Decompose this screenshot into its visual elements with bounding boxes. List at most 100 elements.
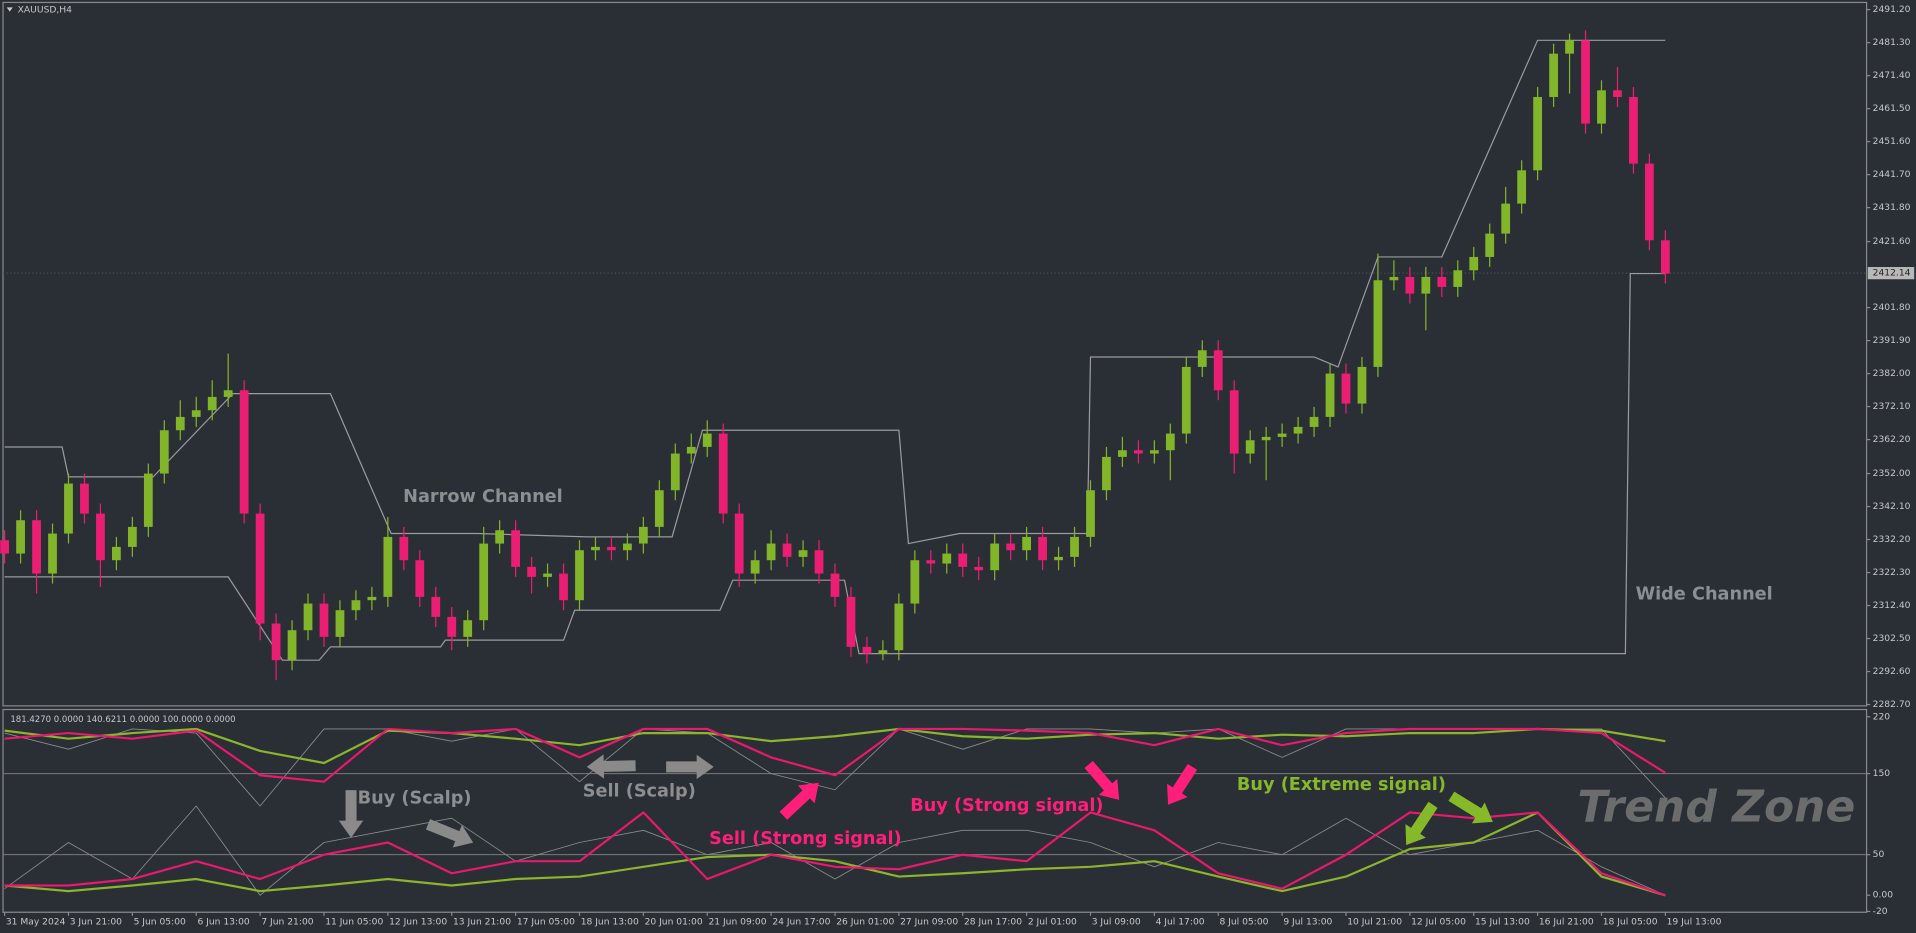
candle-body	[878, 650, 888, 654]
candle-body	[1277, 433, 1287, 437]
y-tick-label: 2441.70	[1873, 170, 1911, 180]
candle-body	[1165, 433, 1175, 451]
y-tick-label: -20	[1873, 907, 1888, 917]
candle-body	[718, 433, 728, 514]
y-tick-label: 2451.60	[1873, 137, 1911, 147]
y-tick-label: 50	[1873, 850, 1885, 860]
y-tick-label: 2312.40	[1873, 601, 1911, 611]
candle-body	[415, 560, 425, 597]
candle-body	[958, 553, 968, 567]
candle-body	[1453, 270, 1463, 287]
candle-body	[734, 513, 744, 574]
y-tick-label: 2481.30	[1873, 38, 1911, 48]
candle-body	[1405, 276, 1415, 294]
candle-body	[926, 560, 936, 564]
candle-body	[383, 536, 393, 597]
candle-body	[1070, 536, 1079, 557]
candle-body	[1437, 276, 1447, 287]
candle-body	[159, 430, 169, 474]
x-tick-label: 13 Jun 21:00	[453, 918, 511, 928]
candle-body	[48, 533, 57, 574]
x-tick-label: 3 Jul 09:00	[1092, 918, 1141, 928]
indicator-line	[4, 727, 1666, 765]
indicator-line	[4, 727, 1666, 783]
candle-body	[0, 540, 10, 554]
candle-body	[287, 630, 297, 661]
candle-body	[1086, 490, 1095, 537]
candle-body	[1341, 373, 1351, 404]
candle-body	[80, 483, 89, 514]
x-tick-label: 17 Jun 05:00	[517, 918, 575, 928]
candle-body	[1613, 90, 1622, 97]
y-tick-label: 2332.20	[1873, 535, 1911, 545]
price-panel-frame	[2, 1, 1868, 707]
candle-body	[942, 553, 952, 564]
candle-body	[1645, 163, 1654, 241]
symbol-menu-icon[interactable]	[6, 7, 13, 12]
candle-body	[814, 550, 824, 574]
candle-body	[127, 526, 137, 547]
candle-body	[1469, 256, 1479, 271]
y-tick-label: 2391.90	[1873, 336, 1911, 346]
candle-body	[239, 390, 249, 514]
candle-body	[527, 566, 536, 577]
candle-body	[670, 453, 680, 491]
candle-body	[399, 536, 409, 561]
candle-body	[351, 600, 361, 611]
candle-body	[990, 543, 1000, 571]
candle-body	[479, 543, 489, 621]
candle-body	[686, 446, 696, 454]
candle-body	[862, 646, 872, 654]
candle-body	[974, 566, 984, 571]
candle-body	[1629, 96, 1638, 164]
signal-arrow	[1084, 760, 1120, 800]
candle-body	[223, 390, 233, 397]
candle-body	[559, 573, 568, 601]
x-tick-label: 5 Jun 05:00	[134, 918, 186, 928]
indicator-panel-frame	[2, 708, 1868, 913]
y-tick-label: 2282.70	[1873, 700, 1911, 710]
x-tick-label: 8 Jul 05:00	[1219, 918, 1268, 928]
y-tick-label: 2431.80	[1873, 203, 1911, 213]
channel-line	[4, 272, 1666, 661]
candle-body	[207, 396, 217, 411]
annotation: Narrow Channel	[403, 487, 563, 507]
candle-body	[319, 603, 329, 637]
y-tick-label: 2372.10	[1873, 402, 1911, 412]
candle-body	[191, 410, 201, 417]
x-tick-label: 6 Jun 13:00	[197, 918, 249, 928]
signal-arrow	[1405, 801, 1438, 846]
x-tick-label: 12 Jun 13:00	[389, 918, 447, 928]
candle-body	[511, 530, 521, 567]
y-tick-label: 2322.30	[1873, 568, 1911, 578]
candle-body	[255, 513, 265, 624]
candle-body	[32, 520, 41, 574]
candle-body	[1102, 456, 1111, 491]
x-tick-label: 31 May 2024	[6, 918, 66, 928]
indicator-line	[4, 805, 1666, 896]
candle-body	[1597, 90, 1606, 124]
candle-body	[846, 596, 856, 647]
candle-body	[1389, 276, 1399, 281]
y-tick-label: 220	[1873, 712, 1891, 722]
signal-arrow	[1167, 763, 1198, 805]
channel-line	[4, 39, 1666, 545]
indicator-line	[4, 728, 1666, 807]
indicator-line	[4, 811, 1666, 897]
annotation: Wide Channel	[1636, 585, 1773, 605]
y-tick-label: 2461.50	[1873, 104, 1911, 114]
annotation: Sell (Strong signal)	[709, 829, 902, 849]
candle-body	[431, 596, 441, 617]
candle-body	[910, 560, 920, 604]
candle-body	[766, 543, 776, 561]
candle-body	[654, 490, 664, 527]
candle-body	[112, 546, 121, 561]
candle-body	[1181, 366, 1191, 434]
indicator-line	[4, 811, 1666, 897]
y-tick-label: 2471.40	[1873, 71, 1911, 81]
candle-body	[1373, 280, 1383, 367]
candle-body	[1038, 536, 1047, 561]
candle-body	[1485, 233, 1495, 257]
candle-body	[143, 473, 153, 527]
